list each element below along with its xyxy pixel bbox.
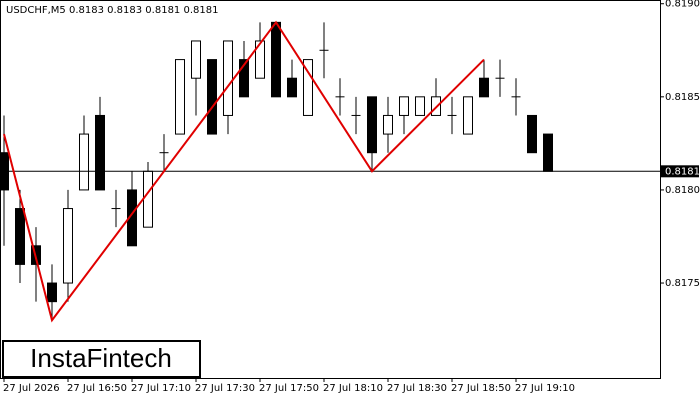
x-tick-label: 27 Jul 17:10: [131, 383, 191, 394]
candle-body: [95, 114, 105, 191]
candle-body: [63, 208, 73, 284]
candle-body: [207, 59, 217, 135]
x-tick-label: 27 Jul 2026: [3, 383, 60, 394]
pattern-line: [3, 20, 485, 323]
candle-body: [15, 208, 25, 265]
candle-body: [143, 170, 153, 228]
candle-body: [463, 96, 473, 135]
candle-body: [399, 96, 409, 116]
candle-body: [271, 21, 281, 98]
candle-body: [79, 133, 89, 191]
y-tick-label: 0.8185: [665, 92, 700, 103]
logo-box: [2, 340, 201, 378]
y-tick-label: 0.8190: [665, 0, 700, 10]
current-price-box: [661, 165, 699, 178]
y-tick-label: 0.8180: [665, 185, 700, 196]
x-tick-label: 27 Jul 17:30: [195, 383, 255, 394]
candle-body: [415, 96, 425, 116]
x-tick-label: 27 Jul 18:30: [387, 383, 447, 394]
plot-frame: [0, 0, 661, 379]
candle-body: [47, 282, 57, 303]
candle-body: [383, 114, 393, 135]
x-tick-label: 27 Jul 17:50: [259, 383, 319, 394]
x-tick-label: 27 Jul 18:50: [451, 383, 511, 394]
candle-body: [175, 59, 185, 135]
candle-body: [223, 40, 233, 116]
y-tick-label: 0.8175: [665, 278, 700, 289]
candle-body: [367, 96, 377, 154]
candle-body: [191, 40, 201, 79]
current-price-label: 0.8181: [665, 166, 700, 177]
header: USDCHF,M5 0.8183 0.8183 0.8181 0.8181: [6, 5, 218, 16]
candle-body: [303, 59, 313, 116]
candle-body: [287, 77, 297, 98]
candle-body: [543, 133, 553, 172]
x-tick-label: 27 Jul 18:10: [323, 383, 383, 394]
logo: InstaFintech: [30, 343, 172, 373]
candle-body: [527, 114, 537, 154]
candle-body: [127, 189, 137, 247]
x-tick-label: 27 Jul 19:10: [515, 383, 575, 394]
candle-body: [239, 59, 249, 98]
x-tick-label: 27 Jul 16:50: [67, 383, 127, 394]
candle-body: [479, 77, 489, 98]
candle-body: [255, 40, 265, 79]
